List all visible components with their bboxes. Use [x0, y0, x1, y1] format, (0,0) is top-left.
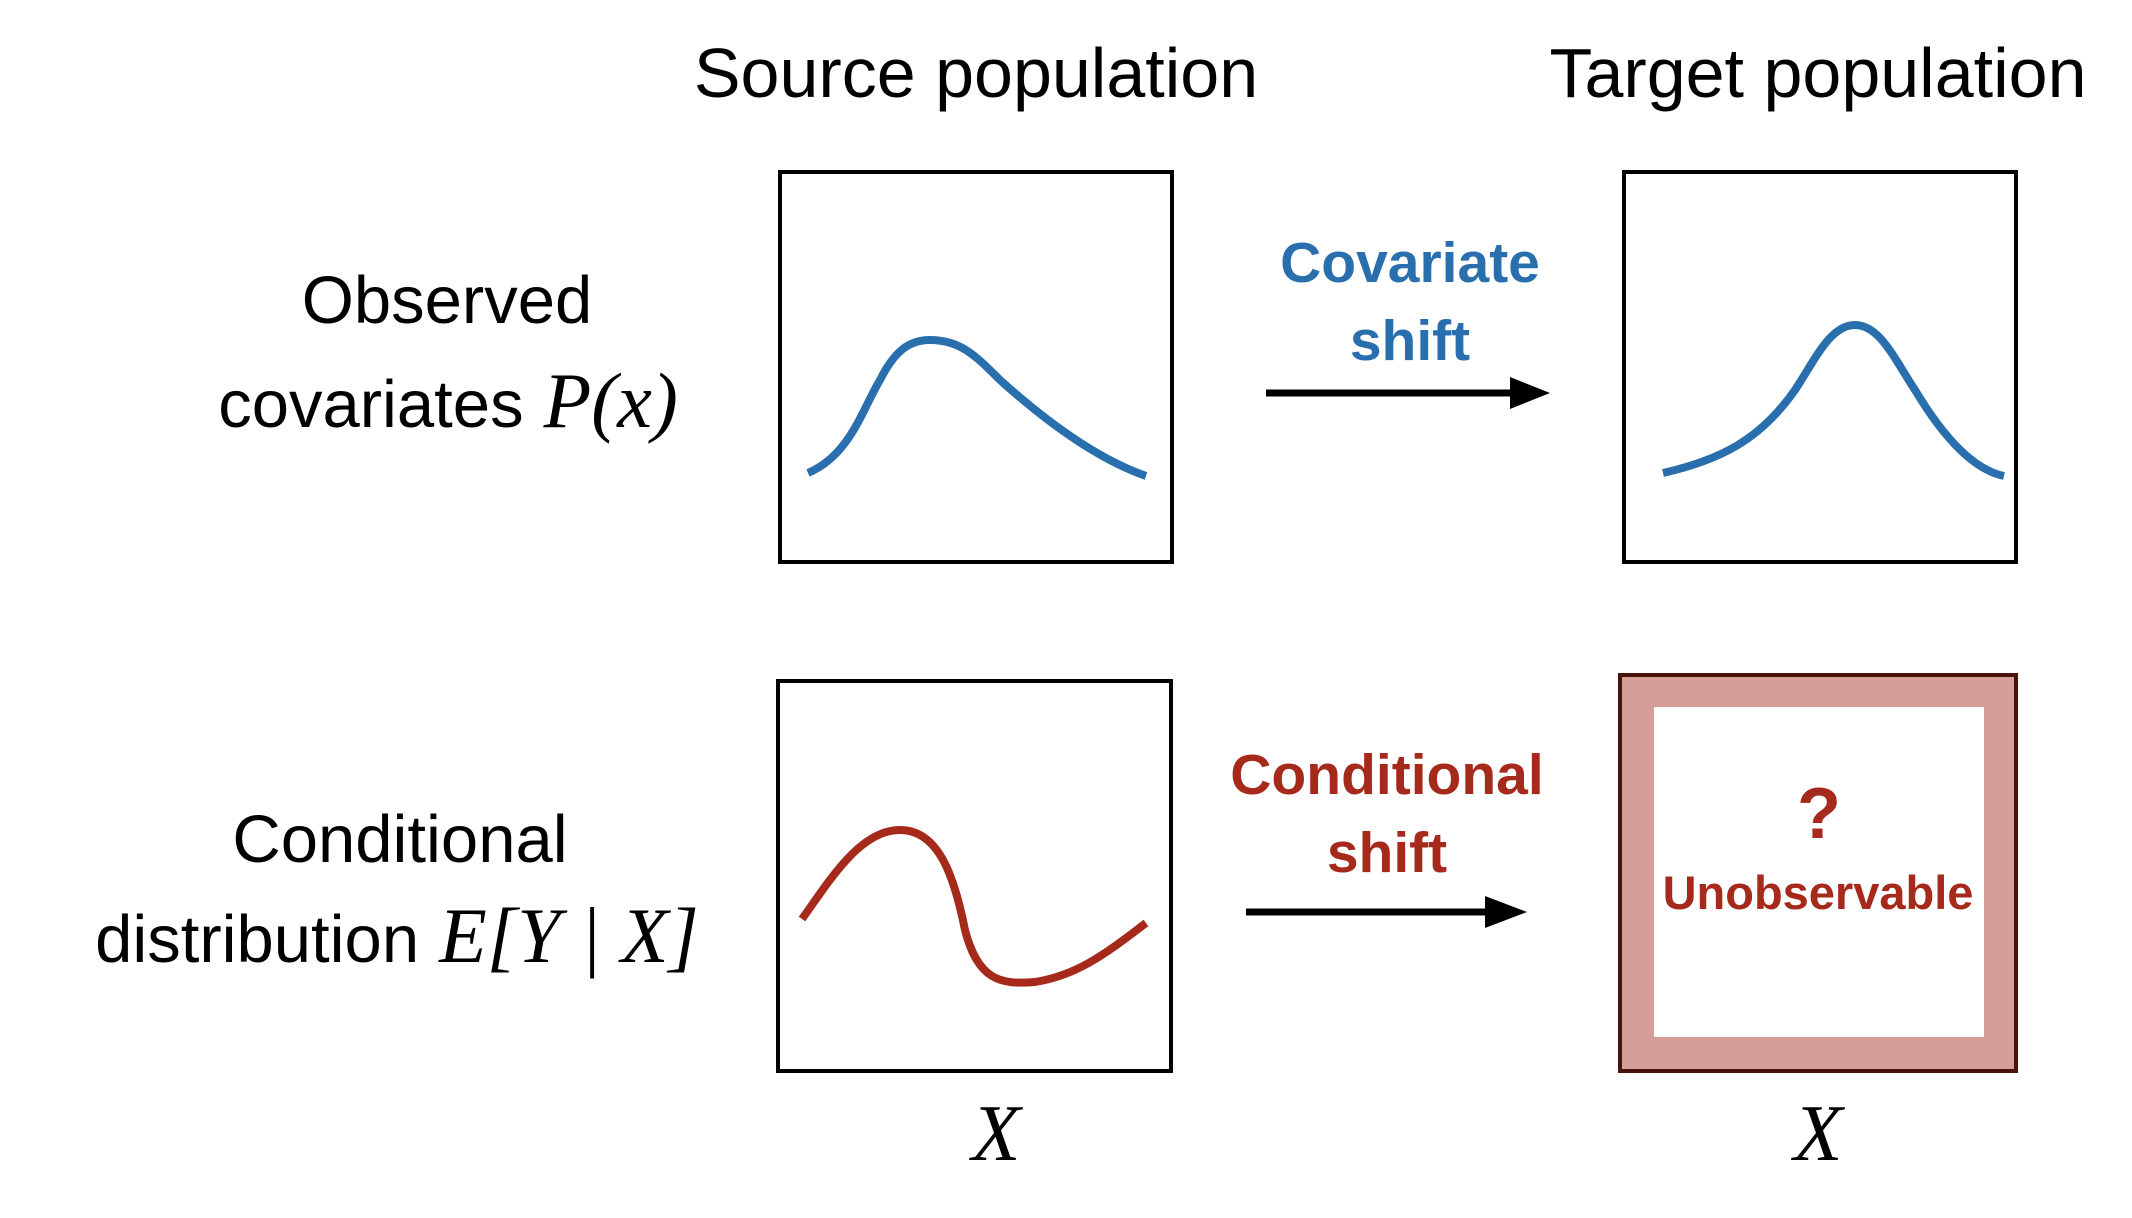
target-conditional-panel: ? Unobservable	[1618, 673, 2018, 1073]
conditional-shift-label-line1: Conditional	[1230, 743, 1543, 807]
source-conditional-panel	[776, 679, 1173, 1073]
target-population-title: Target population	[1549, 34, 2086, 112]
target-covariate-curve	[1662, 320, 2005, 480]
source-conditional-curve	[798, 825, 1149, 987]
target-covariate-panel	[1622, 170, 2018, 564]
covariate-shift-label-line1: Covariate	[1280, 231, 1540, 295]
conditional-distribution-label-line2: distribution E[Y | X]	[95, 892, 699, 979]
unobservable-label: Unobservable	[1663, 866, 1974, 919]
px-math-label: P(x)	[543, 357, 678, 444]
observed-covariates-text: covariates	[218, 367, 523, 442]
conditional-shift-label-line2: shift	[1327, 821, 1447, 885]
conditional-distribution-label-line1: Conditional	[232, 802, 567, 877]
source-covariate-panel	[778, 170, 1174, 564]
source-x-axis-label: X	[969, 1090, 1024, 1178]
conditional-shift-arrow: Conditional shift	[1230, 743, 1544, 928]
target-x-axis-label: X	[1791, 1090, 1846, 1178]
observed-covariates-label-line1: Observed	[302, 263, 592, 338]
source-covariate-curve	[806, 335, 1148, 480]
observed-covariates-label-line2: covariates P(x)	[218, 357, 678, 444]
conditional-distribution-text: distribution	[95, 902, 419, 977]
covariate-shift-label-line2: shift	[1350, 309, 1470, 373]
eyx-math-label: E[Y | X]	[438, 892, 699, 979]
unknown-question-mark: ?	[1797, 774, 1841, 854]
covariate-shift-arrow: Covariate shift	[1266, 231, 1550, 409]
source-population-title: Source population	[694, 34, 1258, 112]
